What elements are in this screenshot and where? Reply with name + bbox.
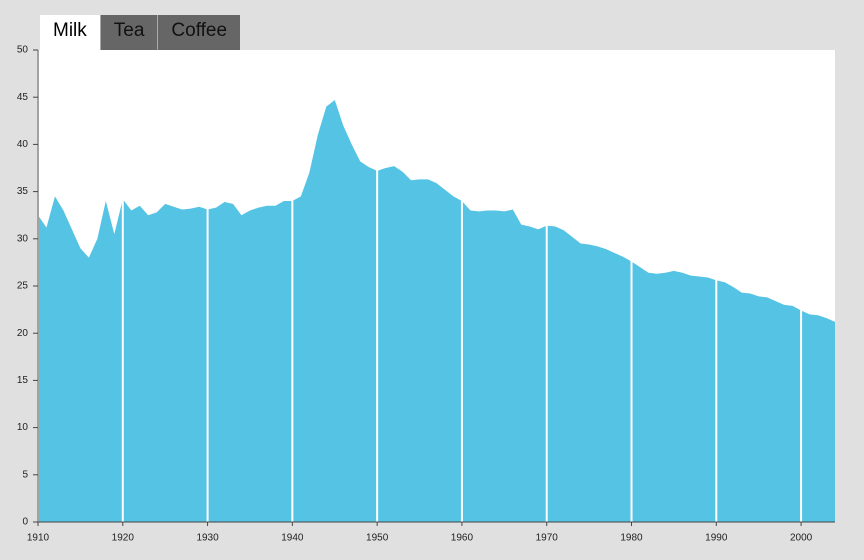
y-tick-label: 40	[17, 139, 29, 150]
y-tick-label: 15	[17, 375, 29, 386]
x-tick-label: 1910	[27, 533, 50, 544]
x-tick-label: 1950	[366, 533, 389, 544]
y-tick-label: 45	[17, 92, 29, 103]
area	[38, 100, 835, 523]
y-tick-label: 25	[17, 281, 29, 292]
tab[interactable]: Milk	[40, 15, 100, 50]
x-tick-label: 2000	[790, 533, 813, 544]
tab-bar: Milk Tea Coffee	[40, 15, 241, 50]
y-tick-label: 20	[17, 328, 29, 339]
x-tick-label: 1990	[705, 533, 728, 544]
x-tick-label: 1970	[536, 533, 559, 544]
y-tick-label: 0	[22, 517, 28, 528]
x-tick-label: 1960	[451, 533, 474, 544]
tab[interactable]: Tea	[99, 15, 158, 50]
y-tick-label: 5	[22, 469, 28, 480]
y-tick-label: 50	[17, 45, 29, 56]
x-tick-label: 1980	[620, 533, 643, 544]
tab[interactable]: Coffee	[157, 15, 241, 50]
y-tick-label: 35	[17, 186, 29, 197]
y-tick-label: 10	[17, 422, 29, 433]
x-tick-label: 1930	[196, 533, 219, 544]
y-tick-label: 30	[17, 233, 29, 244]
x-tick-label: 1940	[281, 533, 304, 544]
x-tick-label: 1920	[112, 533, 135, 544]
